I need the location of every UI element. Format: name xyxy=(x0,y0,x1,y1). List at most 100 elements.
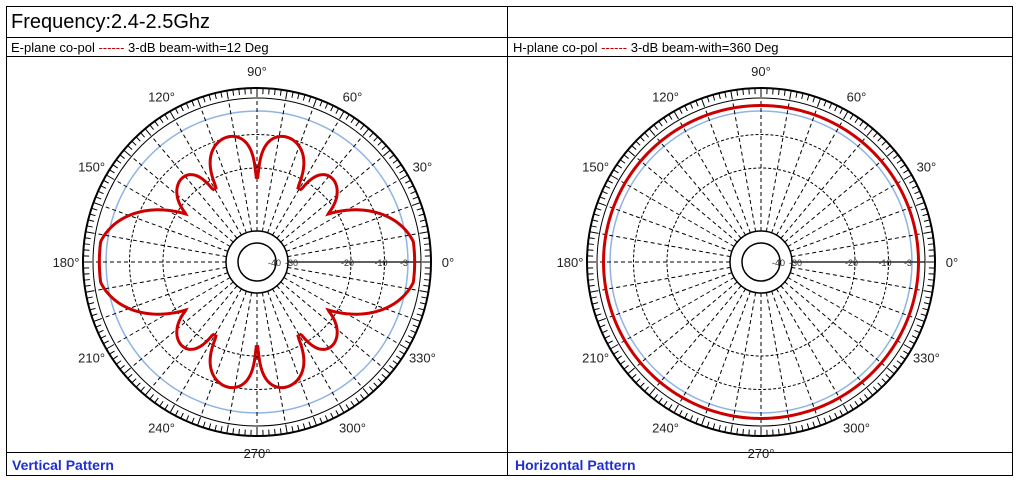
degree-tick xyxy=(631,145,637,150)
degree-tick xyxy=(112,355,119,360)
degree-tick xyxy=(106,174,115,180)
eplane-label-dashes: ------ xyxy=(98,40,125,55)
degree-tick xyxy=(191,100,195,107)
degree-tick xyxy=(718,424,721,431)
degree-tick xyxy=(828,102,833,109)
degree-tick xyxy=(903,344,912,350)
radial-spoke xyxy=(200,290,247,417)
degree-tick xyxy=(191,417,195,424)
degree-tick xyxy=(885,374,891,379)
degree-tick xyxy=(644,132,649,138)
radial-spoke xyxy=(285,205,412,252)
degree-tick xyxy=(789,424,792,434)
degree-tick xyxy=(724,91,727,98)
degree-tick xyxy=(854,400,859,407)
degree-tick xyxy=(911,185,918,189)
degree-tick xyxy=(362,388,370,396)
degree-tick xyxy=(407,185,414,189)
angle-label-0: 0° xyxy=(946,255,958,270)
degree-tick xyxy=(214,93,217,100)
degree-tick xyxy=(355,397,360,404)
degree-tick xyxy=(127,145,133,150)
degree-tick xyxy=(423,237,430,240)
degree-tick xyxy=(668,114,673,120)
degree-tick xyxy=(285,90,288,100)
degree-tick xyxy=(742,429,744,436)
angle-label-330: 330° xyxy=(913,351,940,366)
radial-spoke xyxy=(102,272,229,319)
degree-tick xyxy=(274,88,276,95)
radial-db-label: -40 xyxy=(772,258,785,268)
degree-tick xyxy=(369,386,374,392)
degree-tick xyxy=(319,417,323,424)
degree-tick xyxy=(319,100,323,107)
radial-spoke xyxy=(276,285,363,388)
degree-tick xyxy=(903,169,909,174)
degree-tick xyxy=(308,96,312,103)
degree-tick xyxy=(159,400,164,407)
degree-tick xyxy=(843,404,849,413)
degree-tick xyxy=(93,317,103,322)
hplane-label-dashes: ------ xyxy=(601,40,628,55)
degree-tick xyxy=(416,313,423,317)
degree-tick xyxy=(95,324,102,328)
degree-tick xyxy=(588,284,595,287)
degree-tick xyxy=(377,140,383,146)
radial-spokes xyxy=(93,98,419,426)
radial-spoke xyxy=(771,107,818,234)
degree-tick xyxy=(864,124,869,130)
degree-tick xyxy=(893,365,899,370)
degree-tick xyxy=(324,415,329,422)
degree-tick xyxy=(923,219,930,222)
degree-tick xyxy=(595,313,602,317)
degree-tick xyxy=(91,207,98,211)
degree-tick xyxy=(419,302,426,305)
pattern-trace xyxy=(602,104,920,420)
degree-tick xyxy=(112,164,119,169)
degree-tick xyxy=(928,243,935,245)
radial-spoke xyxy=(283,179,400,247)
degree-tick xyxy=(903,174,912,180)
degree-tick xyxy=(220,91,223,98)
degree-tick xyxy=(887,149,895,157)
degree-tick xyxy=(899,355,906,360)
degree-tick xyxy=(123,367,131,375)
hplane-label: H-plane co-pol ------ 3-dB beam-with=360… xyxy=(513,40,779,56)
degree-tick xyxy=(412,196,419,200)
degree-tick xyxy=(619,159,626,164)
degree-tick xyxy=(339,404,345,413)
degree-tick xyxy=(274,429,276,436)
degree-tick xyxy=(915,202,925,207)
degree-tick xyxy=(909,179,915,184)
degree-tick xyxy=(914,190,921,195)
angle-label-0: 0° xyxy=(442,255,454,270)
degree-tick xyxy=(109,169,115,174)
degree-tick xyxy=(238,88,240,95)
degree-tick xyxy=(925,225,932,228)
degree-tick xyxy=(103,340,109,345)
degree-tick xyxy=(778,88,780,95)
degree-tick xyxy=(174,108,179,114)
radial-spoke xyxy=(765,292,790,424)
degree-tick xyxy=(916,196,923,200)
radial-spoke xyxy=(287,266,419,291)
degree-tick xyxy=(866,128,874,136)
degree-tick xyxy=(644,386,649,392)
angle-label-240: 240° xyxy=(652,420,679,435)
degree-tick xyxy=(593,213,600,217)
degree-tick xyxy=(424,243,431,245)
degree-tick xyxy=(97,329,104,334)
degree-tick xyxy=(678,410,683,416)
degree-tick xyxy=(214,424,217,431)
degree-tick xyxy=(418,307,425,311)
radial-spoke xyxy=(267,107,314,234)
degree-tick xyxy=(854,117,859,124)
degree-tick xyxy=(220,426,223,433)
radial-spoke xyxy=(789,272,916,319)
degree-tick xyxy=(411,317,421,322)
degree-tick xyxy=(279,89,282,96)
degree-tick xyxy=(597,317,607,322)
degree-tick xyxy=(873,132,878,138)
degree-tick xyxy=(395,355,402,360)
degree-tick xyxy=(610,174,619,180)
